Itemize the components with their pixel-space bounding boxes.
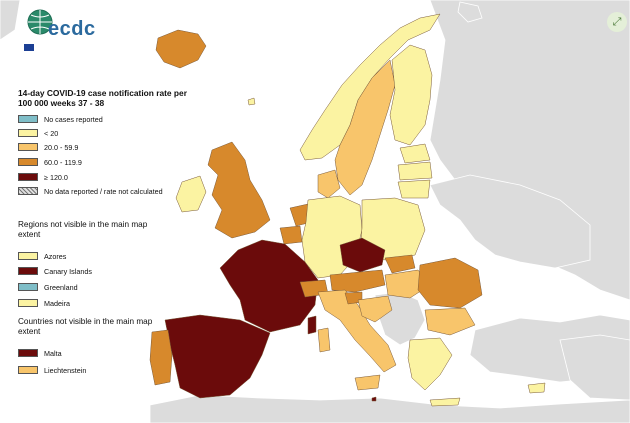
- region-item-azores: Azores: [18, 251, 66, 261]
- sardinia: [317, 327, 331, 353]
- poland: [359, 197, 426, 261]
- legend-swatch: [18, 129, 38, 137]
- legend-item-ge120: ≥ 120.0: [18, 172, 68, 182]
- legend-title: 14-day COVID-19 case notification rate p…: [18, 88, 187, 108]
- finland: [389, 44, 433, 146]
- faroe-islands: [247, 97, 256, 106]
- legend-label: Canary Islands: [44, 266, 92, 276]
- middle-east-land: [559, 334, 630, 401]
- svalbard-land: [457, 1, 483, 23]
- legend-swatch: [18, 349, 38, 357]
- legend-swatch: [18, 115, 38, 123]
- legend-label: No data reported / rate not calculated: [44, 186, 163, 196]
- country-item-malta: Malta: [18, 348, 62, 358]
- legend-label: Madeira: [44, 298, 70, 308]
- legend-swatch: [18, 252, 38, 260]
- greece: [407, 337, 453, 391]
- region-item-canary-islands: Canary Islands: [18, 266, 92, 276]
- ecdc-logo: ecdc: [22, 4, 95, 56]
- legend-swatch: [18, 143, 38, 151]
- legend-item-no-cases: No cases reported: [18, 114, 103, 124]
- iceland: [155, 29, 207, 69]
- belgium: [279, 225, 303, 245]
- estonia: [399, 143, 431, 164]
- legend-label: ≥ 120.0: [44, 172, 68, 182]
- region-item-madeira: Madeira: [18, 298, 70, 308]
- legend-label: Liechtenstein: [44, 365, 87, 375]
- latvia: [397, 161, 433, 181]
- legend-swatch: [18, 267, 38, 275]
- corsica: [307, 315, 317, 335]
- legend-swatch: [18, 366, 38, 374]
- countries-section-title: Countries not visible in the main map ex…: [18, 317, 153, 336]
- legend-swatch: [18, 187, 38, 195]
- legend-label: Greenland: [44, 282, 78, 292]
- czechia: [339, 237, 386, 273]
- spain: [164, 314, 271, 399]
- austria: [329, 269, 386, 293]
- legend-swatch: [18, 299, 38, 307]
- legend-label: Azores: [44, 251, 67, 261]
- expand-icon[interactable]: ⤢: [607, 12, 627, 32]
- globe-logo-icon: [24, 9, 53, 51]
- slovakia: [384, 254, 416, 274]
- portugal: [149, 329, 173, 386]
- legend-label: 60.0 - 119.9: [44, 157, 82, 167]
- denmark: [317, 169, 341, 199]
- region-item-greenland: Greenland: [18, 282, 78, 292]
- legend-item-no-data: No data reported / rate not calculated: [18, 186, 163, 196]
- legend-swatch: [18, 173, 38, 181]
- croatia: [357, 295, 393, 323]
- legend-label: Malta: [44, 348, 62, 358]
- bulgaria: [424, 307, 476, 336]
- cyprus: [527, 382, 546, 394]
- legend-item-20-59: 20.0 - 59.9: [18, 142, 78, 152]
- belarus-ukraine-land: [429, 174, 591, 269]
- legend-label: 20.0 - 59.9: [44, 142, 79, 152]
- legend-swatch: [18, 158, 38, 166]
- legend-swatch: [18, 283, 38, 291]
- romania: [417, 257, 483, 309]
- greenland-corner-land: [0, 0, 21, 41]
- legend-label: No cases reported: [44, 114, 103, 124]
- regions-section-title: Regions not visible in the main map exte…: [18, 220, 148, 239]
- crete: [429, 397, 461, 407]
- legend-item-60-119: 60.0 - 119.9: [18, 157, 82, 167]
- france: [219, 239, 319, 333]
- sicily: [354, 374, 381, 391]
- sweden: [334, 59, 396, 196]
- north-africa-land: [149, 394, 630, 423]
- lithuania: [397, 179, 431, 199]
- malta-mainmap: [371, 396, 377, 402]
- great-britain: [207, 141, 271, 239]
- logo-text: ecdc: [48, 18, 96, 40]
- legend-item-lt20: < 20: [18, 128, 58, 138]
- legend-label: < 20: [44, 128, 59, 138]
- ireland: [175, 175, 207, 213]
- country-item-liechtenstein: Liechtenstein: [18, 365, 86, 375]
